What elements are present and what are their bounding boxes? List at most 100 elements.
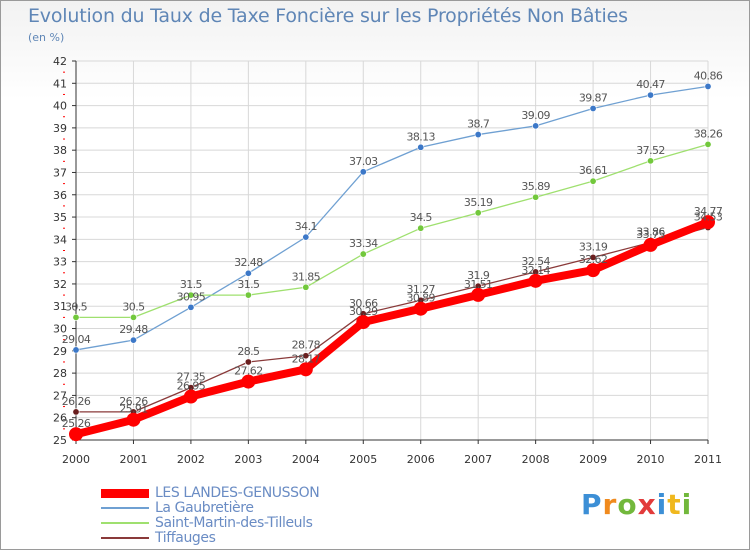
- data-point: [528, 273, 543, 288]
- data-label: 29.04: [62, 333, 91, 346]
- data-label: 40.47: [636, 78, 665, 91]
- legend-label: LES LANDES-GENUSSON: [155, 485, 320, 501]
- data-label: 33.86: [636, 225, 665, 238]
- data-point: [359, 168, 367, 176]
- data-point: [359, 250, 367, 258]
- data-point: [586, 263, 601, 278]
- series-line: [75, 85, 709, 351]
- data-label: 34.53: [694, 211, 723, 224]
- data-label: 33.34: [349, 237, 378, 250]
- y-tick-label: 27: [53, 389, 67, 402]
- x-tick-label: 2008: [522, 453, 550, 466]
- data-point: [413, 301, 428, 316]
- x-tick-label: 2009: [579, 453, 607, 466]
- data-label: 25.91: [119, 403, 148, 416]
- logo-letter: i: [656, 488, 668, 521]
- data-label: 34.5: [410, 211, 433, 224]
- data-point: [532, 122, 540, 130]
- y-tick-label: 36: [53, 189, 67, 202]
- data-point: [302, 233, 310, 241]
- data-label: 28.17: [292, 352, 321, 365]
- data-label: 40.86: [694, 69, 723, 82]
- data-label: 30.95: [177, 290, 206, 303]
- y-tick-label: 39: [53, 122, 67, 135]
- y-tick-label: 28: [53, 367, 67, 380]
- data-point: [589, 253, 597, 261]
- data-point: [244, 269, 252, 277]
- logo-letter: i: [681, 488, 693, 521]
- y-tick-label: 40: [53, 100, 67, 113]
- data-point: [474, 131, 482, 139]
- data-label: 35.89: [521, 180, 550, 193]
- legend-item: LES LANDES-GENUSSON: [101, 485, 361, 501]
- data-point: [183, 389, 198, 404]
- data-point: [532, 193, 540, 201]
- y-tick-label: 37: [53, 166, 67, 179]
- data-label: 32.54: [521, 255, 550, 268]
- series-line: [75, 226, 709, 413]
- y-tick-label: 38: [53, 144, 67, 157]
- data-label: 31.9: [467, 269, 490, 282]
- data-point: [704, 82, 712, 90]
- series-line: [72, 218, 712, 439]
- data-point: [244, 358, 252, 366]
- data-label: 38.13: [406, 130, 435, 143]
- data-label: 26.95: [177, 380, 206, 393]
- y-tick-label: 25: [53, 434, 67, 447]
- data-label: 38.7: [467, 118, 490, 131]
- x-tick-label: 2007: [464, 453, 492, 466]
- data-label: 26.26: [119, 395, 148, 408]
- data-point: [417, 143, 425, 151]
- y-tick-label: 26: [53, 412, 67, 425]
- data-label: 38.26: [694, 127, 723, 140]
- legend-item: La Gaubretière: [101, 500, 361, 516]
- data-point: [298, 362, 313, 377]
- data-label: 30.5: [122, 300, 145, 313]
- data-point: [72, 313, 80, 321]
- x-tick-label: 2006: [407, 453, 435, 466]
- data-point: [241, 374, 256, 389]
- data-point: [72, 346, 80, 354]
- logo-letter: o: [617, 488, 638, 521]
- data-label: 27.62: [234, 365, 263, 378]
- data-label: 28.78: [292, 339, 321, 352]
- data-point: [589, 104, 597, 112]
- data-point: [701, 215, 715, 230]
- logo-letter: r: [602, 488, 618, 521]
- data-label: 37.03: [349, 155, 378, 168]
- data-label: 39.09: [521, 109, 550, 122]
- data-point: [474, 209, 482, 217]
- x-tick-label: 2000: [62, 453, 90, 466]
- data-label: 31.5: [237, 278, 260, 291]
- data-point: [302, 352, 310, 360]
- y-tick-label: 34: [53, 233, 67, 246]
- data-label: 31.5: [180, 278, 203, 291]
- data-label: 32.14: [521, 264, 550, 277]
- data-label: 31.27: [406, 283, 435, 296]
- data-label: 30.5: [65, 300, 88, 313]
- data-label: 34.77: [694, 205, 723, 218]
- y-tick-label: 30: [53, 323, 67, 336]
- data-label: 25.26: [62, 417, 91, 430]
- data-label: 30.66: [349, 297, 378, 310]
- logo-letter: x: [637, 488, 657, 521]
- x-tick-label: 2002: [177, 453, 205, 466]
- legend-label: Saint-Martin-des-Tilleuls: [155, 515, 313, 531]
- y-tick-label: 41: [53, 77, 67, 90]
- x-tick-label: 2011: [694, 453, 722, 466]
- data-label: 33.75: [636, 228, 665, 241]
- data-label: 32.48: [234, 256, 263, 269]
- legend-label: La Gaubretière: [155, 500, 254, 516]
- data-point: [187, 303, 195, 311]
- unit-label: (en %): [28, 31, 65, 44]
- legend-swatch: [101, 537, 149, 539]
- x-tick-label: 2001: [119, 453, 147, 466]
- data-point: [643, 237, 658, 252]
- data-point: [126, 412, 141, 427]
- data-label: 32.62: [579, 253, 608, 266]
- data-label: 29.48: [119, 323, 148, 336]
- y-tick-label: 31: [53, 300, 67, 313]
- data-point: [417, 224, 425, 232]
- logo-letter: P: [581, 488, 603, 521]
- data-point: [72, 408, 80, 416]
